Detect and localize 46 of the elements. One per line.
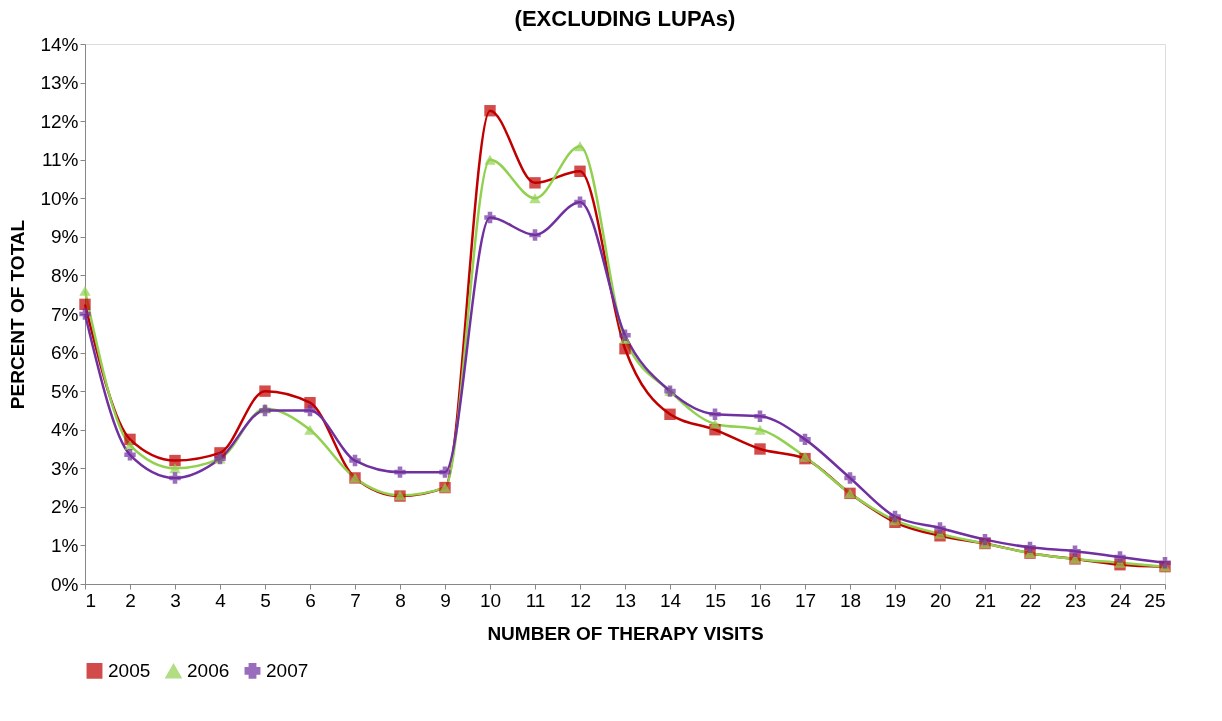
x-tick-label: 25 [1144,589,1166,611]
y-axis-title: PERCENT OF TOTAL [7,219,29,410]
y-tick-label: 3% [51,457,79,479]
x-tick-label: 20 [929,589,952,611]
x-tick-label: 19 [884,589,907,611]
y-tick-label: 9% [51,226,79,248]
y-tick-label: 12% [40,110,79,132]
x-tick-label: 17 [794,589,817,611]
x-tick-label: 1 [85,589,97,611]
x-tick-label: 16 [749,589,772,611]
x-tick-label: 18 [839,589,862,611]
y-tick-label: 5% [51,380,79,402]
y-tick-label: 13% [40,72,79,94]
x-tick-label: 2 [125,589,136,611]
y-tick-label: 14% [40,33,79,55]
y-tick-label: 2% [51,496,79,518]
x-tick-label: 23 [1064,589,1087,611]
chart-title: (EXCLUDING LUPAs) [514,6,736,31]
y-tick-label: 10% [40,187,79,209]
x-tick-label: 22 [1019,589,1042,611]
x-tick-label: 6 [305,589,316,611]
x-tick-label: 11 [525,589,546,611]
y-tick-label: 8% [51,264,79,286]
x-tick-label: 7 [350,589,361,611]
x-tick-label: 3 [170,589,181,611]
y-tick-label: 7% [51,303,79,325]
x-axis-title: NUMBER OF THERAPY VISITS [487,622,764,644]
x-tick-label: 24 [1109,589,1132,611]
legend-label: 2005 [108,659,151,681]
x-tick-label: 4 [215,589,227,611]
x-tick-label: 5 [260,589,271,611]
x-tick-label: 10 [479,589,502,611]
x-tick-label: 15 [704,589,727,611]
x-tick-label: 8 [395,589,406,611]
legend-label: 2007 [266,659,309,681]
y-tick-label: 4% [51,419,79,441]
y-tick-label: 11% [41,149,79,171]
y-tick-label: 0% [51,573,79,595]
x-tick-label: 14 [659,589,682,611]
x-tick-label: 21 [974,589,997,611]
x-tick-label: 9 [440,589,451,611]
x-tick-label: 12 [569,589,592,611]
x-tick-label: 13 [614,589,637,611]
y-tick-label: 6% [51,342,79,364]
legend-label: 2006 [187,660,230,682]
y-tick-label: 1% [51,534,79,556]
